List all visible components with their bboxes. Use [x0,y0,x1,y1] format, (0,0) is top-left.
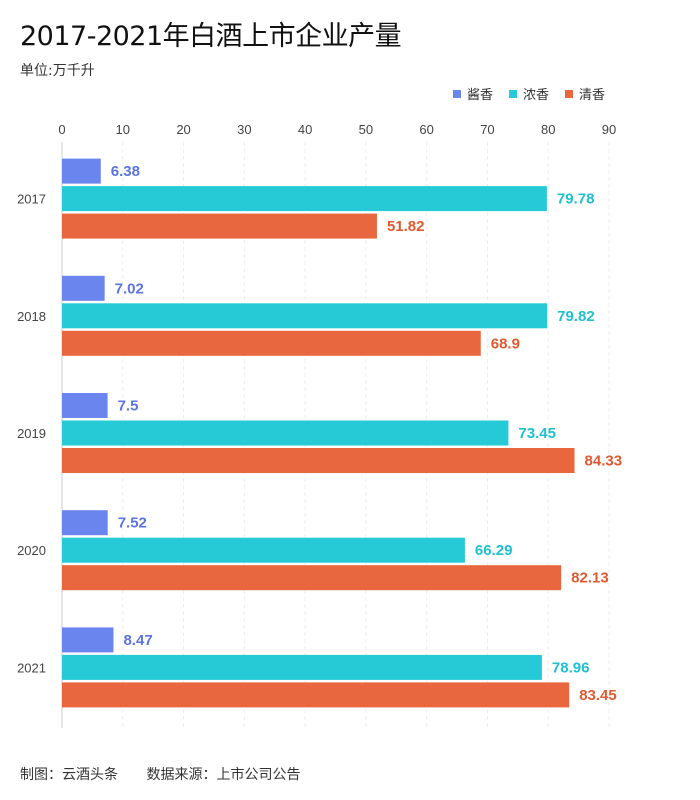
legend-label: 清香 [579,88,605,103]
footer-source: 数据来源：上市公司公告 [146,767,301,783]
x-tick-label: 60 [419,122,433,137]
chart-title: 2017-2021年白酒上市企业产量 [20,21,402,52]
data-label: 84.33 [585,453,623,470]
legend-label: 酱香 [467,88,493,103]
bar-清香 [62,565,562,591]
y-tick-label: 2020 [17,543,46,558]
bar-浓香 [62,420,509,446]
data-label: 83.45 [579,687,617,704]
x-tick-label: 10 [116,122,130,137]
bar-清香 [62,682,570,708]
y-tick-label: 2017 [17,192,46,207]
legend-swatch [565,90,573,98]
data-label: 51.82 [387,218,425,235]
x-tick-label: 50 [359,122,373,137]
legend-swatch [453,90,461,98]
bar-酱香 [62,393,108,418]
x-tick-label: 40 [298,122,312,137]
x-tick-label: 0 [58,122,65,137]
data-label: 7.02 [115,280,144,297]
bar-酱香 [62,510,108,536]
x-tick-label: 80 [541,122,555,137]
bar-酱香 [62,275,105,301]
bar-浓香 [62,303,548,329]
legend-swatch [509,90,517,98]
x-tick-label: 70 [480,122,494,137]
chart-unit: 单位:万千升 [20,63,95,79]
bar-浓香 [62,186,547,212]
bar-清香 [62,213,377,239]
data-label: 73.45 [518,425,556,442]
footer: 制图：云酒头条 数据来源：上市公司公告 [20,764,324,784]
y-tick-label: 2021 [17,660,46,675]
data-label: 7.5 [118,398,139,415]
bar-浓香 [62,537,465,563]
data-label: 8.47 [123,632,152,649]
y-tick-label: 2019 [17,426,46,441]
data-label: 68.9 [491,335,520,352]
y-tick-label: 2018 [17,309,46,324]
data-label: 82.13 [571,570,609,587]
data-label: 6.38 [111,163,140,180]
footer-credit: 制图：云酒头条 [20,767,118,783]
bar-清香 [62,448,575,473]
legend-label: 浓香 [523,88,549,103]
bar-清香 [62,330,481,356]
x-tick-label: 30 [237,122,251,137]
data-label: 66.29 [475,542,513,559]
data-label: 79.82 [557,308,595,325]
bar-浓香 [62,654,542,680]
bar-酱香 [62,158,101,184]
x-tick-label: 20 [176,122,190,137]
bar-酱香 [62,627,114,653]
x-tick-label: 90 [602,122,616,137]
data-label: 79.78 [557,191,595,208]
data-label: 78.96 [552,659,590,676]
data-label: 7.52 [118,515,147,532]
